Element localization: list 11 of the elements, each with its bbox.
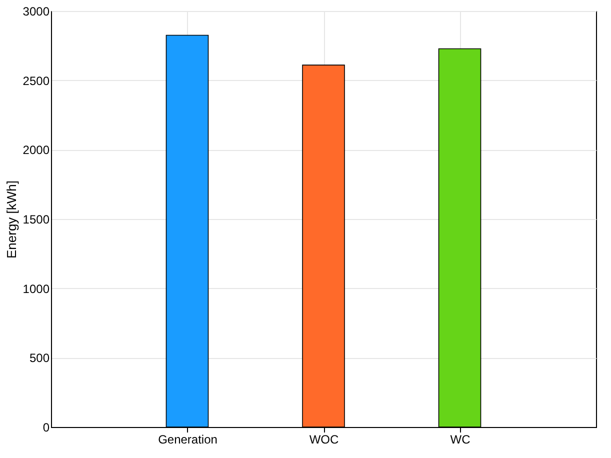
y-tick-label: 2500 — [22, 74, 50, 88]
y-tick-label: 1000 — [22, 282, 50, 296]
y-tick-label: 2000 — [22, 143, 50, 158]
y-tick-label: 500 — [29, 351, 50, 366]
y-tick-label: 1500 — [22, 212, 50, 226]
y-tick-label: 0 — [42, 420, 50, 434]
y-axis-title: Energy [kWh] — [4, 180, 19, 259]
x-tick-label: WOC — [309, 432, 339, 446]
x-tick-label: WC — [450, 432, 471, 446]
y-tick-label: 3000 — [22, 4, 50, 18]
x-tick-label: Generation — [158, 432, 218, 446]
